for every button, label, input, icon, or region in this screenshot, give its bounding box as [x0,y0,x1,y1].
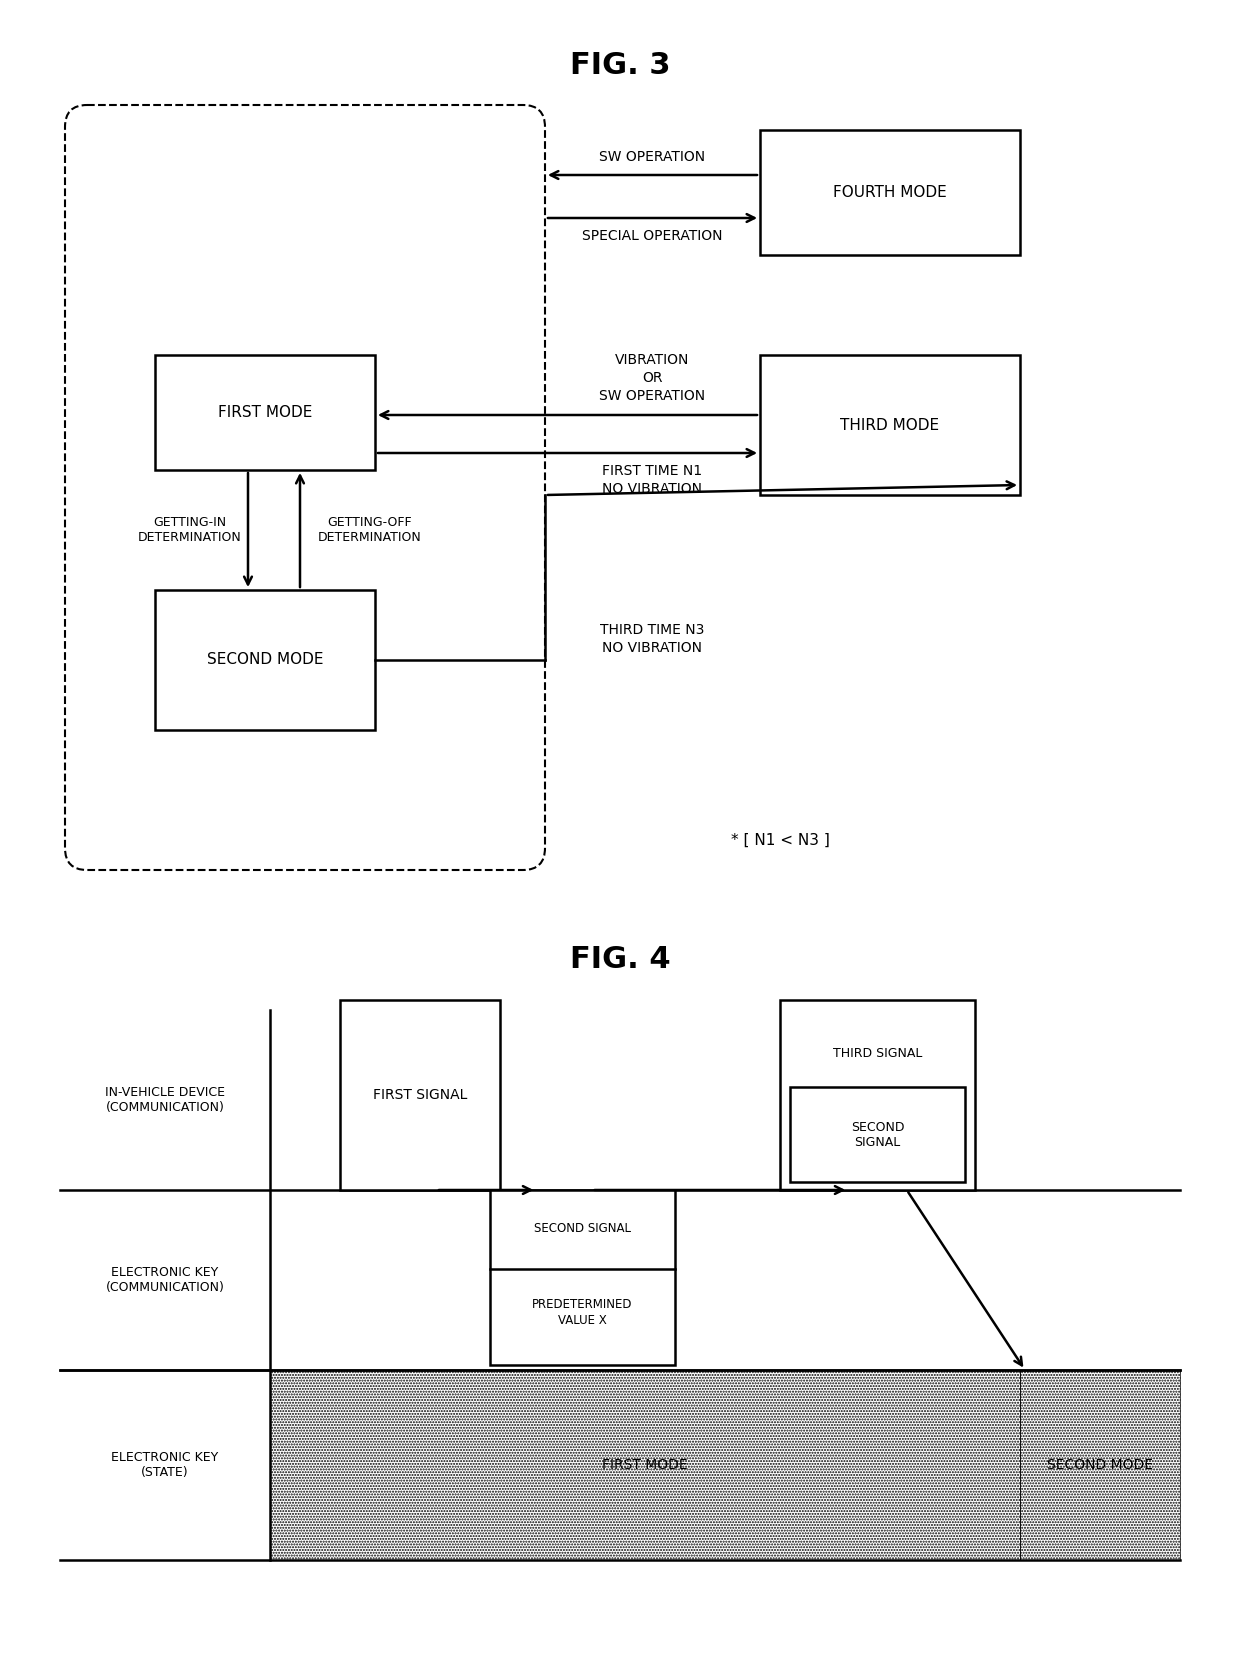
Bar [760,130,1021,256]
Text: SPECIAL OPERATION: SPECIAL OPERATION [583,229,723,242]
Text: * [ N1 < N3 ]: * [ N1 < N3 ] [730,833,830,848]
Bar [1021,1369,1180,1560]
Text: GETTING-OFF
DETERMINATION: GETTING-OFF DETERMINATION [319,517,422,543]
Text: FIG. 4: FIG. 4 [569,945,671,975]
Text: IN-VEHICLE DEVICE
(COMMUNICATION): IN-VEHICLE DEVICE (COMMUNICATION) [105,1087,224,1114]
Text: ELECTRONIC KEY
(COMMUNICATION): ELECTRONIC KEY (COMMUNICATION) [105,1266,224,1294]
FancyBboxPatch shape [64,105,546,869]
Text: VIBRATION: VIBRATION [615,353,689,366]
Bar [780,1000,975,1190]
Text: THIRD TIME N3: THIRD TIME N3 [600,624,704,637]
Bar [270,1369,1021,1560]
Bar [790,1087,965,1182]
Text: OR: OR [642,371,662,385]
Text: FOURTH MODE: FOURTH MODE [833,186,947,201]
Bar [340,1000,500,1190]
Text: SECOND MODE: SECOND MODE [207,652,324,667]
Text: THIRD SIGNAL: THIRD SIGNAL [833,1047,923,1060]
Text: SECOND
SIGNAL: SECOND SIGNAL [851,1120,904,1149]
Text: SECOND MODE: SECOND MODE [1047,1458,1153,1471]
Text: GETTING-IN
DETERMINATION: GETTING-IN DETERMINATION [138,517,242,543]
Text: SW OPERATION: SW OPERATION [599,150,706,164]
Text: FIRST SIGNAL: FIRST SIGNAL [373,1088,467,1102]
Text: FIRST MODE: FIRST MODE [603,1458,688,1471]
Text: NO VIBRATION: NO VIBRATION [603,640,703,655]
Text: ELECTRONIC KEY
(STATE): ELECTRONIC KEY (STATE) [112,1451,218,1480]
Text: THIRD MODE: THIRD MODE [841,418,940,433]
Text: SW OPERATION: SW OPERATION [599,390,706,403]
Text: NO VIBRATION: NO VIBRATION [603,482,703,497]
Bar [760,354,1021,495]
Text: FIRST MODE: FIRST MODE [218,405,312,420]
Bar [155,354,374,470]
Text: FIG. 3: FIG. 3 [569,50,671,80]
Text: SECOND SIGNAL: SECOND SIGNAL [534,1222,631,1236]
Text: FIRST TIME N1: FIRST TIME N1 [603,465,703,478]
Text: PREDETERMINED
VALUE X: PREDETERMINED VALUE X [532,1299,632,1326]
Bar [490,1190,675,1364]
Bar [155,590,374,731]
